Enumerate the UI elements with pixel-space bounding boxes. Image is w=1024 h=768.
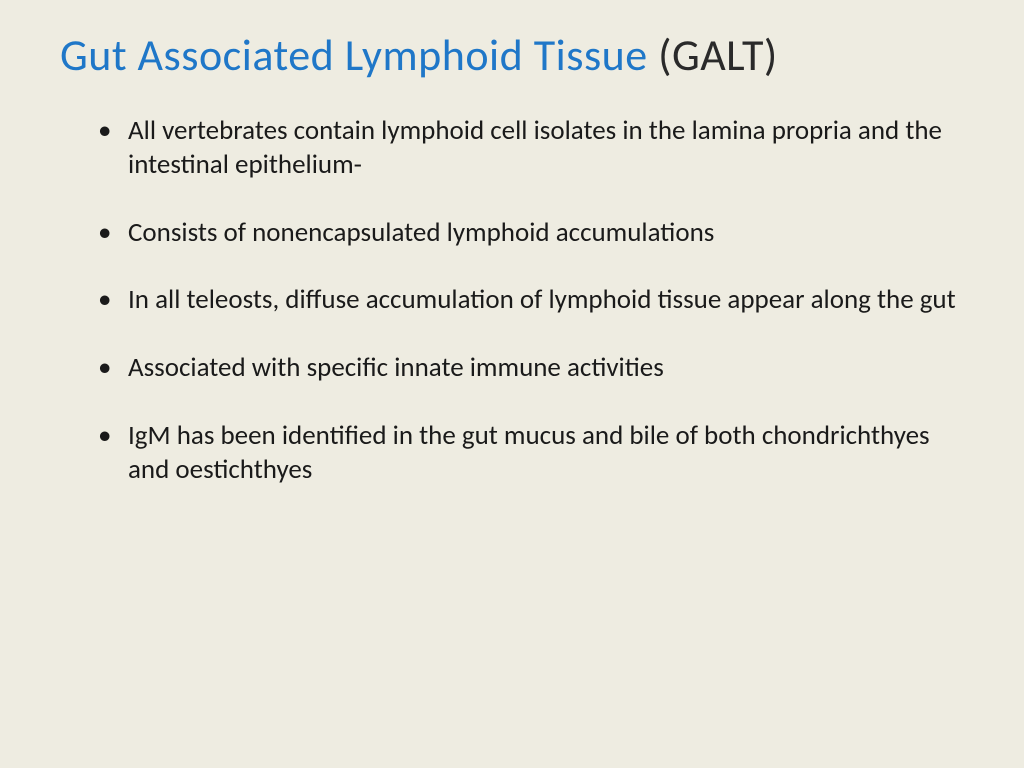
slide-title: Gut Associated Lymphoid Tissue (GALT) [60, 28, 964, 82]
title-main-text: Gut Associated Lymphoid Tissue [60, 28, 658, 82]
list-item: Associated with specific innate immune a… [98, 351, 964, 385]
bullet-list: All vertebrates contain lymphoid cell is… [60, 114, 964, 486]
list-item: In all teleosts, diffuse accumulation of… [98, 283, 964, 317]
list-item: IgM has been identified in the gut mucus… [98, 419, 964, 487]
list-item: All vertebrates contain lymphoid cell is… [98, 114, 964, 182]
list-item: Consists of nonencapsulated lymphoid acc… [98, 216, 964, 250]
title-abbrev-text: (GALT) [658, 28, 778, 82]
